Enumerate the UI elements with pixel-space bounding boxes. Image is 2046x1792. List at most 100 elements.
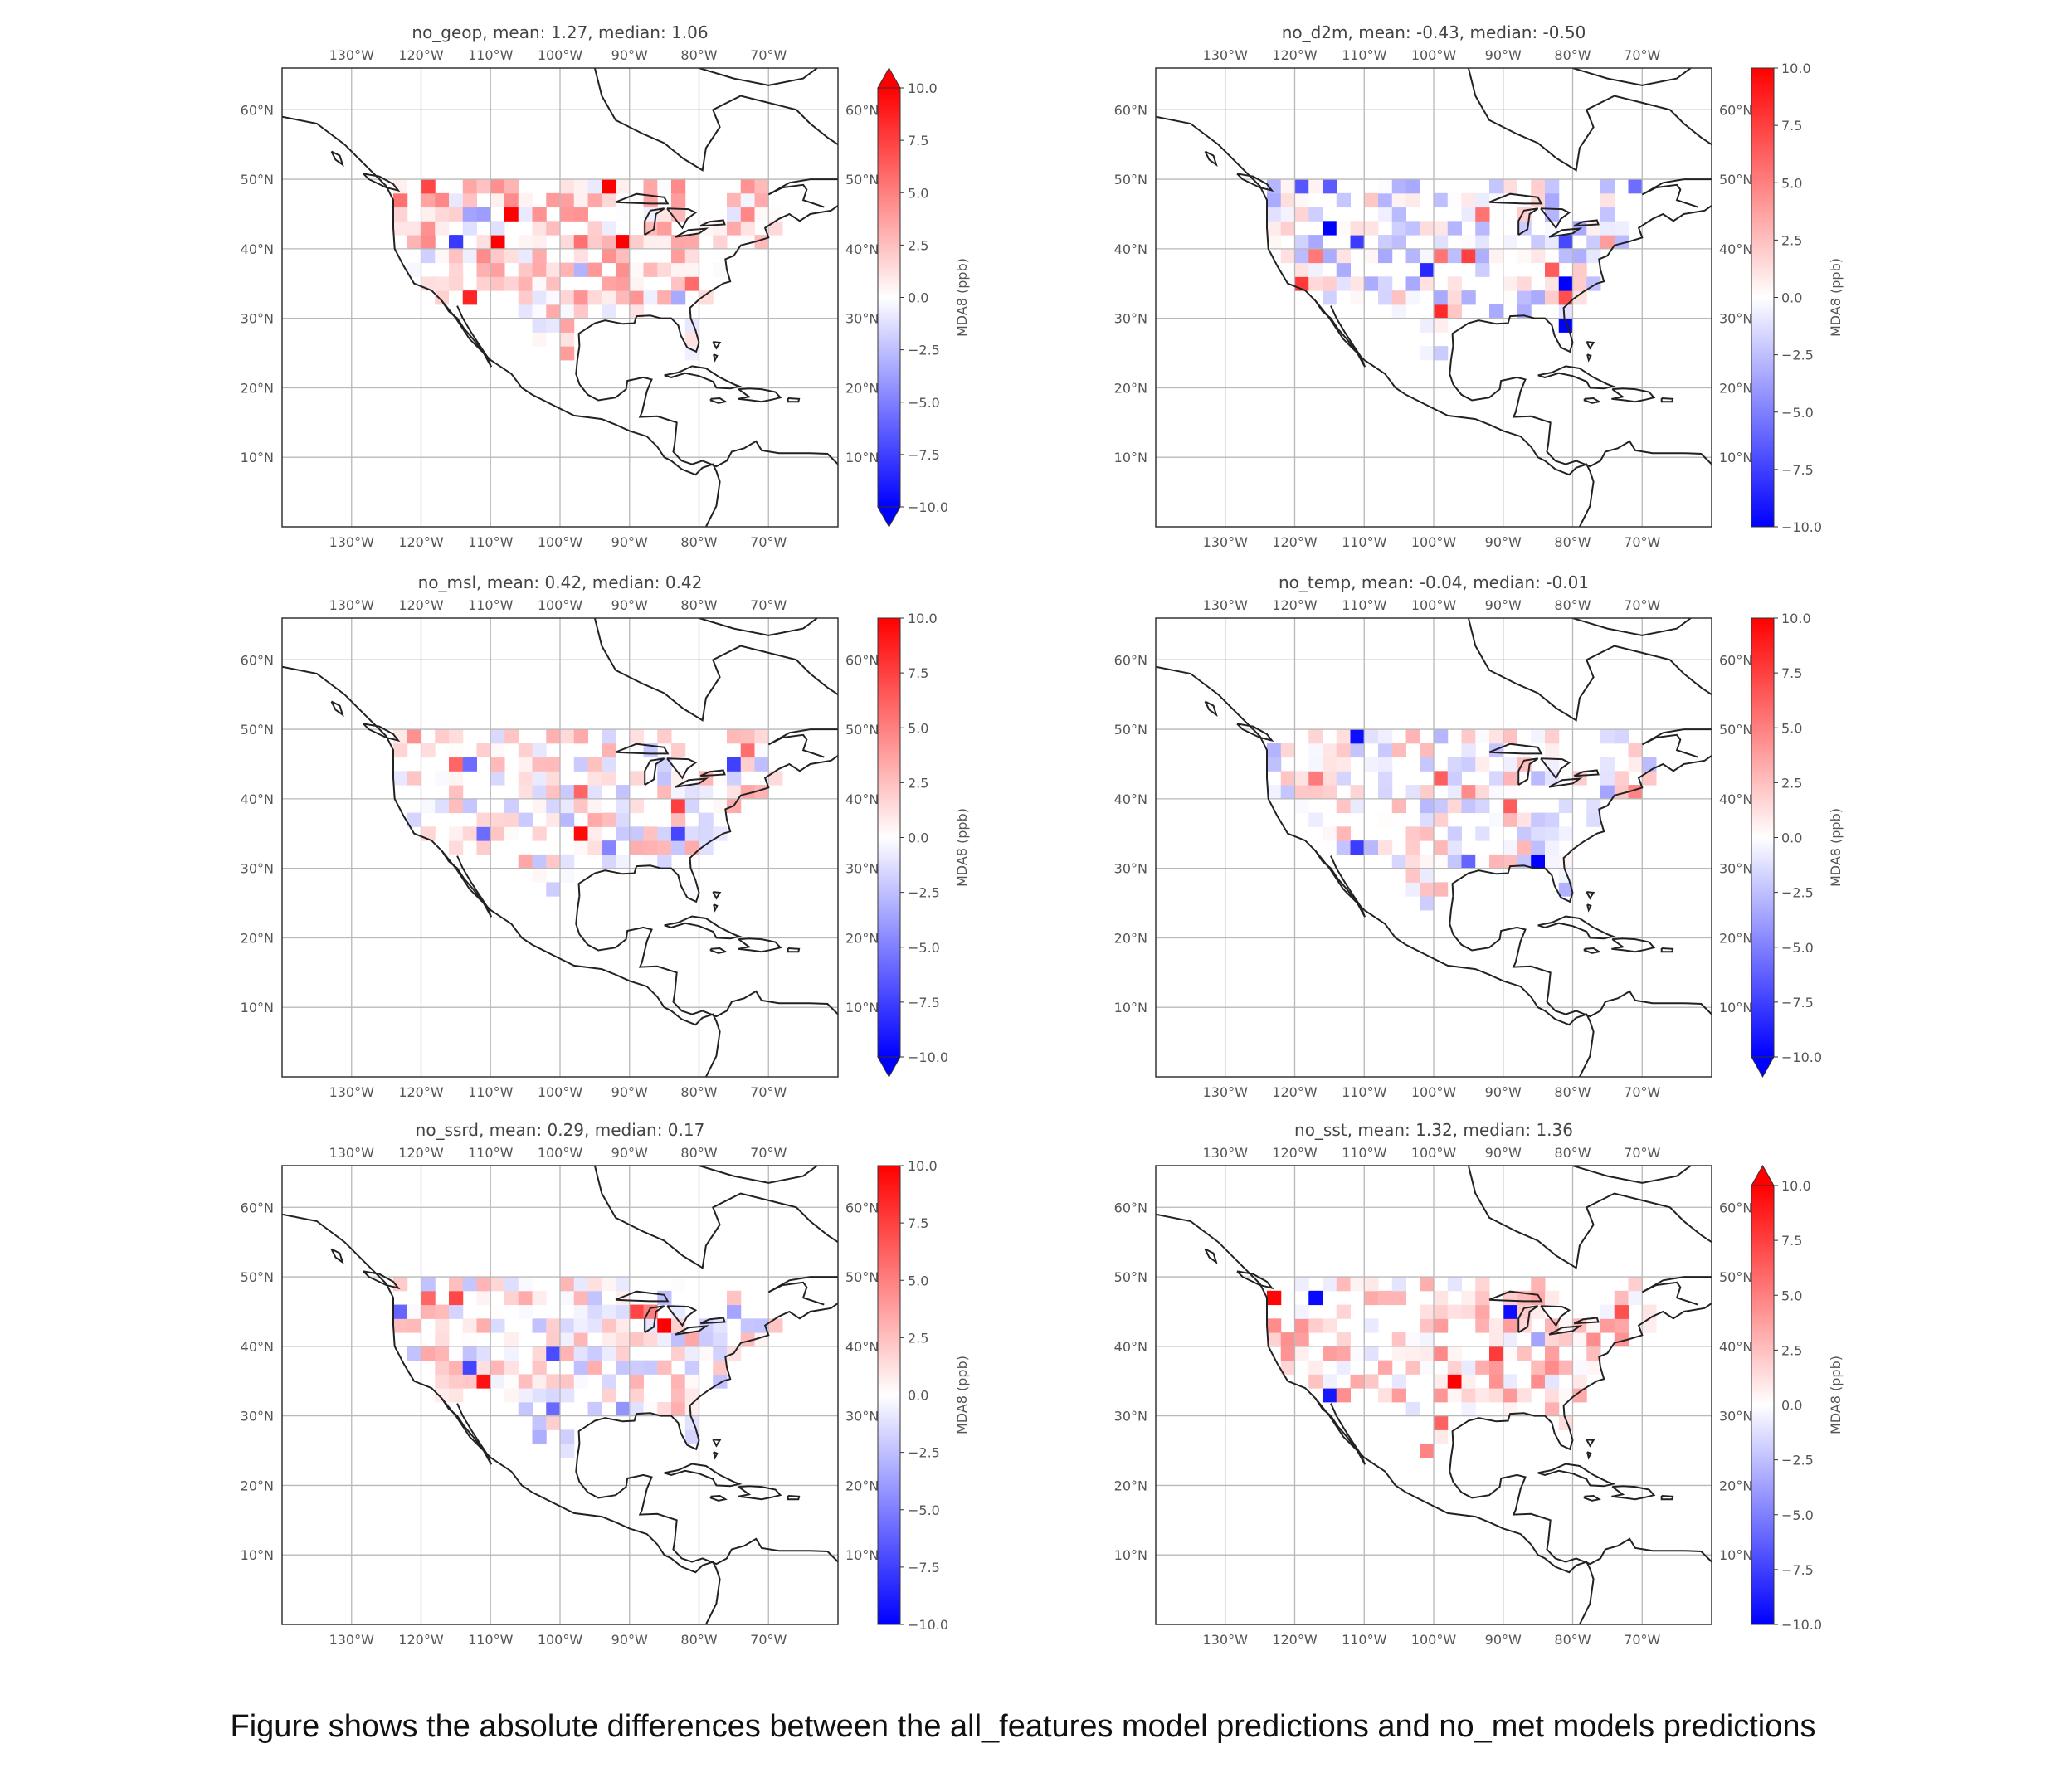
lat-tick-label-left: 20°N bbox=[1114, 930, 1147, 946]
heatmap-cell bbox=[449, 262, 464, 277]
heatmap-cell bbox=[1308, 1290, 1323, 1306]
heatmap-cell bbox=[1308, 1318, 1323, 1333]
heatmap-cell bbox=[532, 868, 547, 883]
heatmap-cell bbox=[476, 1360, 491, 1375]
heatmap-cell bbox=[518, 1304, 533, 1319]
colorbar-tick-label: 10.0 bbox=[1781, 1178, 1811, 1194]
heatmap-cell bbox=[1434, 290, 1449, 305]
heatmap-cell bbox=[1323, 1346, 1337, 1361]
heatmap-cell bbox=[1461, 1401, 1476, 1417]
heatmap-cell bbox=[1308, 207, 1323, 222]
heatmap-cell bbox=[643, 235, 658, 250]
coastline bbox=[1449, 1444, 1712, 1566]
heatmap-cell bbox=[1378, 290, 1393, 305]
coastline bbox=[738, 1485, 782, 1501]
coastline bbox=[1204, 700, 1218, 718]
heatmap-cell bbox=[587, 1401, 602, 1417]
heatmap-cell bbox=[1503, 1374, 1517, 1389]
heatmap-cell bbox=[1628, 757, 1643, 772]
heatmap-cell bbox=[1267, 207, 1282, 222]
heatmap-cell bbox=[1280, 743, 1295, 758]
colorbar bbox=[1751, 67, 1775, 528]
colorbar-tick-label: 7.5 bbox=[1781, 1233, 1802, 1249]
heatmap-cell bbox=[587, 1304, 602, 1319]
heatmap-cell bbox=[560, 868, 575, 883]
heatmap-cell bbox=[546, 1332, 561, 1347]
heatmap-cell bbox=[1447, 1388, 1462, 1403]
heatmap-cell bbox=[476, 179, 491, 194]
heatmap-cell bbox=[1323, 757, 1337, 772]
heatmap-cell bbox=[546, 276, 561, 291]
heatmap-cell bbox=[1336, 276, 1351, 291]
lon-tick-label-bottom: 90°W bbox=[611, 1632, 648, 1648]
heatmap-cell bbox=[684, 235, 699, 250]
heatmap-cell bbox=[407, 1318, 421, 1333]
lat-tick-label-right: 10°N bbox=[1719, 1547, 1752, 1563]
colorbar-tick-label: −7.5 bbox=[908, 447, 940, 463]
heatmap-cell bbox=[684, 346, 699, 361]
heatmap-cell bbox=[1503, 1332, 1517, 1347]
heatmap-cell bbox=[671, 1332, 686, 1347]
heatmap-cell bbox=[602, 757, 616, 772]
heatmap-cell bbox=[587, 1360, 602, 1375]
heatmap-cell bbox=[449, 207, 464, 222]
heatmap-cell bbox=[1420, 1346, 1435, 1361]
heatmap-cell bbox=[1420, 868, 1435, 883]
heatmap-cell bbox=[518, 785, 533, 800]
heatmap-cell bbox=[671, 248, 686, 264]
heatmap-cell bbox=[546, 882, 561, 897]
colorbar-tick-label: −10.0 bbox=[908, 1617, 948, 1633]
heatmap-cell bbox=[1294, 207, 1309, 222]
lat-tick-label-left: 60°N bbox=[1114, 102, 1147, 118]
heatmap-cell bbox=[573, 1277, 588, 1292]
colorbar-tick-label: 5.0 bbox=[908, 185, 928, 201]
heatmap-cell bbox=[1420, 1277, 1435, 1292]
heatmap-cell bbox=[421, 192, 436, 208]
heatmap-cell bbox=[490, 179, 505, 194]
heatmap-cell bbox=[1364, 192, 1379, 208]
heatmap-cell bbox=[476, 1374, 491, 1389]
heatmap-cell bbox=[1517, 840, 1532, 855]
heatmap-cell bbox=[435, 276, 450, 291]
heatmap-cell bbox=[740, 743, 755, 758]
heatmap-cell bbox=[1545, 179, 1560, 194]
heatmap-cell bbox=[1420, 812, 1435, 827]
heatmap-cell bbox=[727, 771, 742, 786]
lon-tick-label-top: 110°W bbox=[468, 597, 514, 613]
colorbar-tick-label: 0.0 bbox=[908, 290, 928, 306]
coastline bbox=[1583, 397, 1601, 404]
heatmap-cell bbox=[1336, 262, 1351, 277]
heatmap-cell bbox=[1405, 1346, 1420, 1361]
heatmap-cell bbox=[643, 290, 658, 305]
coastline bbox=[1660, 947, 1674, 953]
heatmap-cell bbox=[504, 1277, 519, 1292]
heatmap-cell bbox=[560, 785, 575, 800]
heatmap-cell bbox=[546, 854, 561, 869]
coastline bbox=[615, 192, 670, 205]
heatmap-cell bbox=[1461, 1304, 1476, 1319]
heatmap-cell bbox=[1308, 179, 1323, 194]
colorbar-tick-label: −2.5 bbox=[908, 343, 940, 358]
heatmap-cell bbox=[587, 1332, 602, 1347]
heatmap-cell bbox=[449, 1388, 464, 1403]
heatmap-cell bbox=[713, 1346, 728, 1361]
heatmap-cell bbox=[1294, 192, 1309, 208]
heatmap-cell bbox=[532, 757, 547, 772]
heatmap-cell bbox=[1294, 1304, 1309, 1319]
heatmap-cell bbox=[602, 771, 616, 786]
heatmap-cell bbox=[1294, 235, 1309, 250]
heatmap-cell bbox=[435, 290, 450, 305]
coastline bbox=[1467, 618, 1712, 722]
heatmap-cell bbox=[532, 798, 547, 814]
lat-tick-label-left: 60°N bbox=[1114, 652, 1147, 668]
map-area bbox=[282, 68, 838, 527]
heatmap-cell bbox=[754, 1318, 769, 1333]
coastline bbox=[1488, 1290, 1543, 1303]
heatmap-cell bbox=[490, 1360, 505, 1375]
heatmap-cell bbox=[616, 1401, 631, 1417]
heatmap-cell bbox=[1545, 840, 1560, 855]
heatmap-cell bbox=[1420, 1332, 1435, 1347]
lat-tick-label-left: 40°N bbox=[1114, 241, 1147, 257]
heatmap-cell bbox=[1308, 235, 1323, 250]
heatmap-cell bbox=[546, 304, 561, 319]
